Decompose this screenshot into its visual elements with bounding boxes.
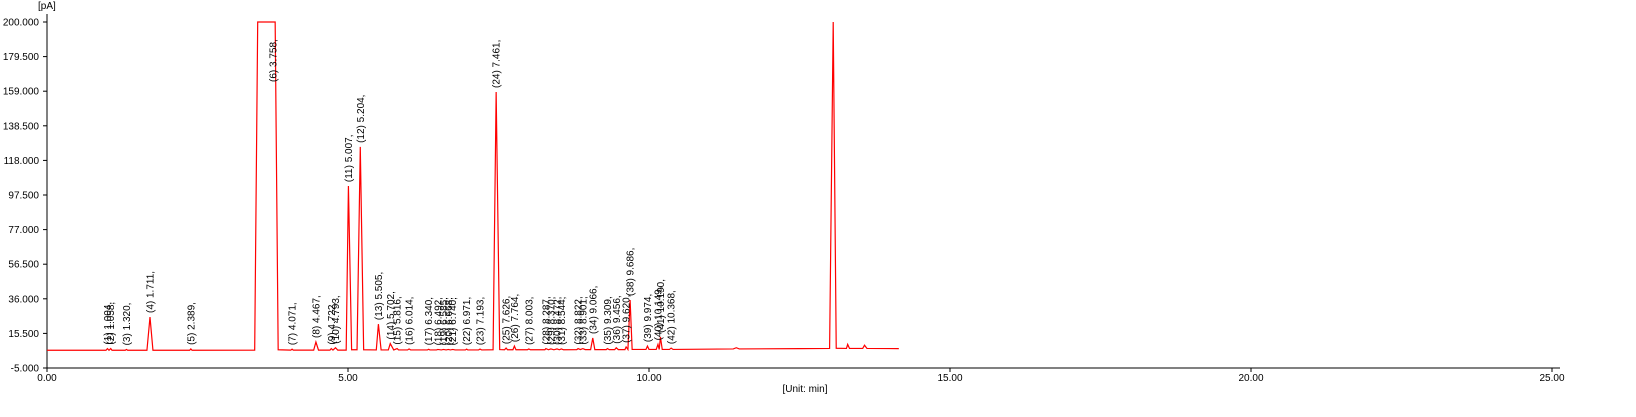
x-tick-label: 15.00 — [937, 373, 962, 384]
peak-label: (22) 6.971, — [462, 297, 473, 345]
peak-label: (6) 3.758, — [269, 39, 280, 82]
y-tick-label: 179.500 — [3, 52, 40, 63]
peak-label: (17) 6.340, — [424, 297, 435, 345]
x-tick-label: 0.00 — [37, 373, 57, 384]
peak-label: (37) 9.620, — [622, 295, 633, 343]
peak-label: (24) 7.461, — [492, 40, 503, 88]
y-tick-label: 15.500 — [8, 329, 39, 340]
x-tick-label: 10.00 — [636, 373, 661, 384]
peak-label: (40) 10.149, — [654, 286, 665, 340]
peak-label: (33) 8.901, — [578, 296, 589, 344]
peak-label: (1) 1.004, — [103, 302, 114, 345]
peak-label: (8) 4.467, — [311, 295, 322, 338]
peak-label: (3) 1.320, — [122, 303, 133, 346]
y-tick-label: 36.000 — [8, 294, 39, 305]
peak-label: (10) 4.793, — [331, 295, 342, 343]
peak-label: (38) 9.686, — [626, 248, 637, 296]
peak-label: (15) 5.816, — [393, 296, 404, 344]
peak-label: (36) 9.456, — [612, 295, 623, 343]
peak-label: (14) 5.702, — [386, 291, 397, 339]
peak-label: (7) 4.071, — [288, 302, 299, 345]
peak-label: (23) 7.193, — [476, 297, 487, 345]
peak-label: (16) 6.014, — [405, 297, 416, 345]
x-tick-label: 5.00 — [338, 373, 358, 384]
peak-label: (20) 6.668, — [444, 297, 455, 345]
peak-label: (11) 5.007, — [344, 134, 355, 182]
peak-label: (28) 8.287, — [541, 296, 552, 344]
x-tick-label: 25.00 — [1539, 373, 1564, 384]
y-tick-label: 77.000 — [8, 225, 39, 236]
peak-label: (39) 9.974, — [643, 294, 654, 342]
peak-label: (31) 8.544, — [557, 297, 568, 345]
peak-label: (26) 7.764, — [510, 294, 521, 342]
peak-label: (35) 9.309, — [603, 296, 614, 344]
chromatogram-trace — [47, 21, 899, 352]
y-tick-label: -5.000 — [11, 364, 40, 375]
peak-label: (41) 10.190, — [656, 279, 667, 333]
peak-label: (30) 8.472, — [553, 297, 564, 345]
y-tick-label: 97.500 — [8, 191, 39, 202]
peak-label: (2) 1.058, — [106, 302, 117, 345]
peak-label: (32) 8.822, — [574, 296, 585, 344]
peak-label: (9) 4.722, — [327, 302, 338, 345]
peak-label: (19) 6.585, — [439, 297, 450, 345]
y-tick-label: 159.000 — [3, 87, 40, 98]
peak-label: (29) 8.370, — [546, 297, 557, 345]
y-tick-label: 138.500 — [3, 121, 40, 132]
y-tick-label: 118.000 — [4, 156, 40, 167]
x-tick-label: 20.00 — [1238, 373, 1263, 384]
y-tick-label: 200.000 — [3, 18, 40, 29]
peak-label: (5) 2.389, — [186, 302, 197, 345]
peak-label: (27) 8.003, — [524, 297, 535, 345]
peak-label: (34) 9.066, — [588, 286, 599, 334]
peak-label: (13) 5.505, — [374, 272, 385, 320]
peak-label: (4) 1.711, — [146, 271, 157, 313]
y-axis-label: [pA] — [38, 1, 56, 12]
peak-label: (25) 7.626, — [502, 296, 513, 344]
peak-label: (18) 6.492, — [433, 297, 444, 345]
peak-label: (21) 6.740, — [448, 297, 459, 345]
peak-label: (12) 5.204, — [356, 95, 367, 143]
x-axis-label: [Unit: min] — [782, 384, 827, 395]
peak-label: (42) 10.368, — [667, 290, 678, 344]
y-tick-label: 56.500 — [8, 260, 39, 271]
